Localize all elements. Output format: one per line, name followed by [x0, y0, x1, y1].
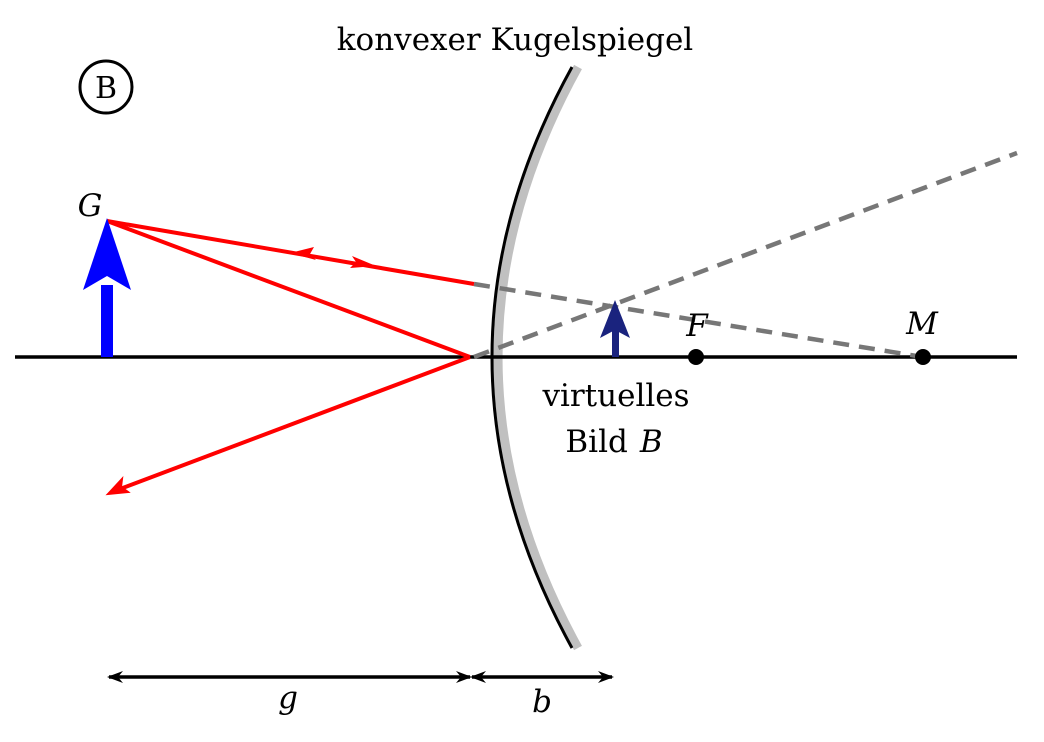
image-caption-line2: Bild B: [565, 424, 662, 460]
image-caption-symbol: B: [639, 424, 663, 460]
ray-arrowhead-outgoing: [350, 256, 376, 268]
panel-marker-circle: [78, 59, 134, 115]
image-distance-label: b: [532, 684, 552, 720]
object-arrow-head: [83, 218, 131, 290]
ray-to-vertex: [106, 219, 471, 359]
object-label: G: [78, 188, 103, 224]
light-rays: [106, 219, 475, 494]
image-caption-word: Bild: [565, 424, 627, 460]
panel-marker-label: B: [95, 71, 117, 106]
diagram-title: konvexer Kugelspiegel: [337, 22, 693, 58]
focus-label: F: [685, 308, 709, 344]
object-arrow-shaft: [101, 285, 113, 357]
ray-to-center: [106, 219, 475, 286]
virtual-ray-dashed-2: [473, 281, 924, 360]
ray-arrowhead-returning: [290, 247, 316, 260]
reflected-ray-arrowhead: [105, 476, 131, 496]
image-arrow-shaft: [612, 328, 619, 357]
center-point: [915, 349, 931, 365]
image-caption-line1: virtuelles: [541, 378, 689, 414]
center-label: M: [905, 306, 939, 342]
panel-marker: B: [78, 59, 134, 115]
image-arrow: [600, 300, 630, 357]
focus-point: [688, 349, 704, 365]
reflected-ray: [111, 355, 471, 494]
virtual-ray-dashed-1: [473, 150, 1018, 360]
object-arrow: [83, 218, 131, 357]
image-arrow-head: [600, 300, 630, 338]
object-distance-label: g: [278, 680, 298, 716]
